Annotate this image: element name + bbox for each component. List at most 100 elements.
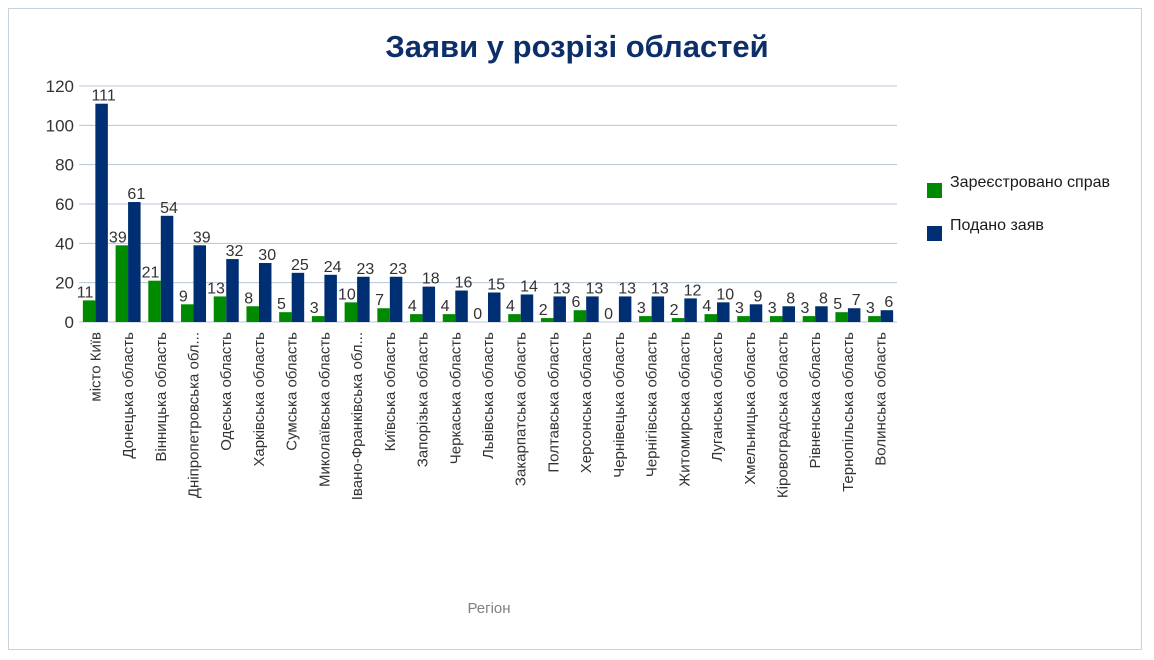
- data-label-submitted: 8: [819, 290, 828, 307]
- x-tick-label: Житомирська область: [676, 332, 693, 487]
- bar-submitted: [651, 296, 665, 322]
- bar-registered: [639, 316, 652, 322]
- data-label-submitted: 13: [553, 280, 571, 297]
- x-tick-label: Чернівецька область: [611, 332, 628, 478]
- data-label-registered: 8: [244, 290, 253, 307]
- data-label-submitted: 10: [716, 286, 734, 303]
- bar-registered: [769, 316, 783, 322]
- legend-label-submitted: Подано заяв: [950, 217, 1044, 234]
- bar-registered: [573, 310, 587, 322]
- data-label-submitted: 6: [884, 294, 893, 311]
- x-tick-label: місто Київ: [87, 332, 104, 402]
- x-tick-label: Хмельницька область: [742, 332, 759, 485]
- y-tick-label: 0: [65, 313, 74, 332]
- bar-submitted: [815, 306, 828, 322]
- x-tick-label: Рівненська область: [807, 332, 824, 469]
- y-tick-label: 40: [55, 234, 74, 253]
- y-axis-ticks: 0 20 40 60 80 100 120: [46, 77, 74, 332]
- x-tick-label: Запорізька область: [415, 332, 432, 467]
- y-tick-label: 20: [55, 274, 74, 293]
- bar-registered: [540, 318, 554, 322]
- bar-submitted: [520, 294, 534, 322]
- chart-title: Заяви у розрізі областей: [385, 29, 768, 64]
- bar-registered: [148, 280, 161, 322]
- data-label-submitted: 8: [786, 290, 795, 307]
- data-label-registered: 3: [768, 300, 777, 317]
- data-label-registered: 3: [637, 300, 646, 317]
- data-label-registered: 13: [207, 280, 225, 297]
- x-tick-label: Донецька область: [120, 332, 137, 459]
- legend-swatch-submitted: [927, 226, 942, 241]
- data-label-registered: 3: [800, 300, 809, 317]
- data-label-registered: 5: [277, 296, 286, 313]
- data-label-registered: 2: [670, 302, 679, 319]
- data-label-submitted: 18: [422, 271, 440, 288]
- bar-submitted: [749, 304, 763, 322]
- data-label-registered: 3: [735, 300, 744, 317]
- gridlines: [79, 85, 897, 323]
- data-label-registered: 11: [77, 284, 94, 301]
- data-label-submitted: 30: [258, 247, 276, 264]
- bar-submitted: [422, 286, 436, 322]
- data-label-submitted: 54: [160, 200, 178, 217]
- x-tick-label: Одеська область: [218, 332, 235, 451]
- data-label-registered: 6: [571, 294, 580, 311]
- bar-chart: Заяви у розрізі областей 020406080100120…: [46, 29, 897, 617]
- data-label-registered: 7: [375, 292, 384, 309]
- bar-registered: [377, 308, 390, 322]
- bar-submitted: [782, 306, 795, 322]
- bar-registered: [82, 300, 96, 322]
- bar-submitted: [389, 276, 403, 322]
- x-axis-label: Регіон: [467, 600, 510, 617]
- data-label-submitted: 32: [226, 243, 244, 260]
- data-label-submitted: 39: [193, 229, 211, 246]
- x-tick-label: Волинська область: [873, 332, 890, 466]
- data-label-submitted: 23: [356, 261, 374, 278]
- bar-submitted: [847, 308, 861, 322]
- data-label-submitted: 23: [389, 261, 407, 278]
- bar-submitted: [553, 296, 566, 322]
- data-label-submitted: 14: [520, 278, 538, 295]
- data-label-registered: 21: [142, 265, 160, 282]
- x-tick-label: Івано-Франківська обл...: [349, 332, 366, 500]
- legend: Зареєстровано справ Подано заяв: [927, 173, 1125, 259]
- x-tick-label: Київська область: [382, 332, 399, 452]
- bar-registered: [344, 302, 358, 322]
- y-tick-label: 80: [55, 156, 74, 175]
- data-label-registered: 0: [604, 306, 613, 323]
- data-label-registered: 10: [338, 286, 356, 303]
- bar-registered: [868, 316, 881, 322]
- bar-registered: [835, 312, 848, 322]
- chart-frame: Заяви у розрізі областей 0 20 40 60 80 100 120…: [8, 8, 1142, 650]
- bar-registered: [442, 314, 456, 322]
- bar-submitted: [226, 259, 239, 322]
- x-tick-label: Харківська область: [251, 332, 268, 467]
- data-label-registered: 4: [506, 298, 515, 315]
- bar-registered: [213, 296, 227, 322]
- data-label-registered: 4: [408, 298, 417, 315]
- bar-submitted: [291, 272, 305, 322]
- data-label-registered: 4: [441, 298, 450, 315]
- bar-registered: [671, 318, 685, 322]
- bar-registered: [115, 245, 129, 322]
- bar-submitted: [618, 296, 632, 322]
- x-tick-label: Сумська область: [284, 332, 301, 451]
- data-label-registered: 4: [702, 298, 711, 315]
- legend-item-registered: Зареєстровано справ: [927, 173, 1125, 198]
- x-tick-label: Львівська область: [480, 332, 497, 459]
- bar-submitted: [193, 245, 207, 322]
- x-tick-label: Луганська область: [709, 332, 726, 462]
- bar-registered: [802, 316, 816, 322]
- x-axis-ticks: місто Київ Донецька область Вінницька обла…: [87, 332, 889, 500]
- x-tick-label: Дніпропетровська обл...: [186, 332, 203, 498]
- data-label-submitted: 13: [651, 280, 669, 297]
- data-label-registered: 3: [310, 300, 319, 317]
- data-label-submitted: 15: [487, 277, 505, 294]
- bar-submitted: [128, 202, 141, 322]
- legend-label-registered: Зареєстровано справ: [950, 174, 1111, 191]
- y-tick-label: 60: [55, 195, 74, 214]
- bar-registered: [181, 304, 194, 322]
- x-tick-label: Черкаська область: [447, 332, 464, 464]
- x-tick-label: Миколаївська область: [316, 332, 333, 487]
- data-label-registered: 0: [473, 306, 482, 323]
